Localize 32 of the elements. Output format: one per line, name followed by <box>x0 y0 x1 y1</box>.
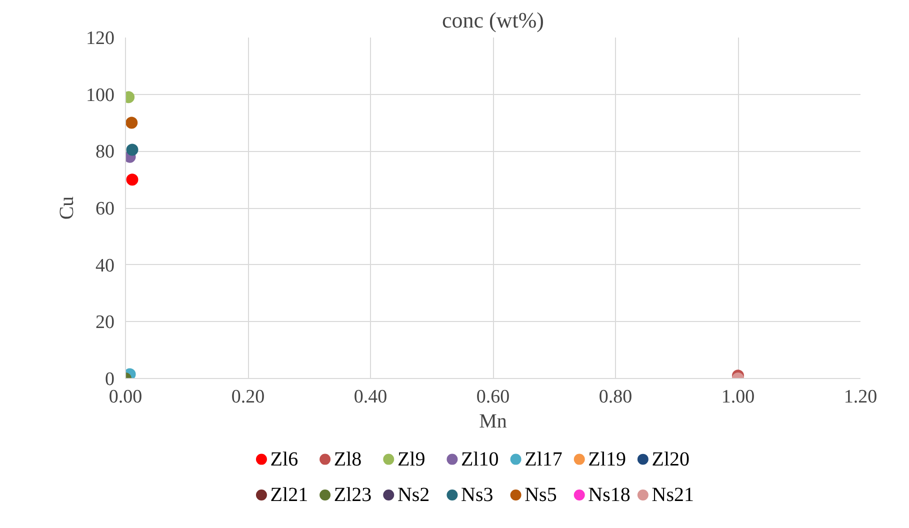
legend-label: Zl6 <box>270 448 298 470</box>
y-tick-label: 60 <box>96 198 114 220</box>
legend-label: Ns2 <box>397 484 430 506</box>
legend-label: Zl23 <box>334 484 372 506</box>
x-tick-label: 0.40 <box>354 386 388 408</box>
x-tick-label: 0.60 <box>476 386 510 408</box>
x-tick-label: 1.00 <box>721 386 755 408</box>
x-axis-title: Mn <box>479 410 507 432</box>
legend-label: Zl17 <box>524 448 562 470</box>
y-tick-label: 20 <box>96 312 114 334</box>
legend-label: Ns18 <box>588 484 630 506</box>
y-tick-label: 40 <box>96 255 114 276</box>
legend-label: Zl8 <box>334 448 362 470</box>
legend-label: Zl10 <box>461 448 499 470</box>
y-axis-title: Cu <box>56 196 78 220</box>
legend-label: Ns21 <box>652 484 694 506</box>
x-tick-label: 0.20 <box>231 386 265 408</box>
chart-title: conc (wt%) <box>442 8 544 32</box>
point <box>126 174 138 186</box>
legend-label: Zl19 <box>588 448 626 470</box>
legend-label: Zl9 <box>397 448 426 470</box>
y-tick-label: 120 <box>86 28 114 49</box>
legend-label: Zl20 <box>652 448 690 470</box>
legend-label: Zl21 <box>270 484 308 506</box>
y-tick-label: 80 <box>96 142 114 163</box>
point <box>126 144 138 156</box>
point <box>126 116 138 129</box>
x-tick-label: 1.20 <box>844 386 878 408</box>
legend-label: Ns5 <box>524 484 557 506</box>
x-tick-label: 0.80 <box>598 386 632 408</box>
legend-label: Ns3 <box>461 484 494 506</box>
y-tick-label: 100 <box>86 84 114 106</box>
